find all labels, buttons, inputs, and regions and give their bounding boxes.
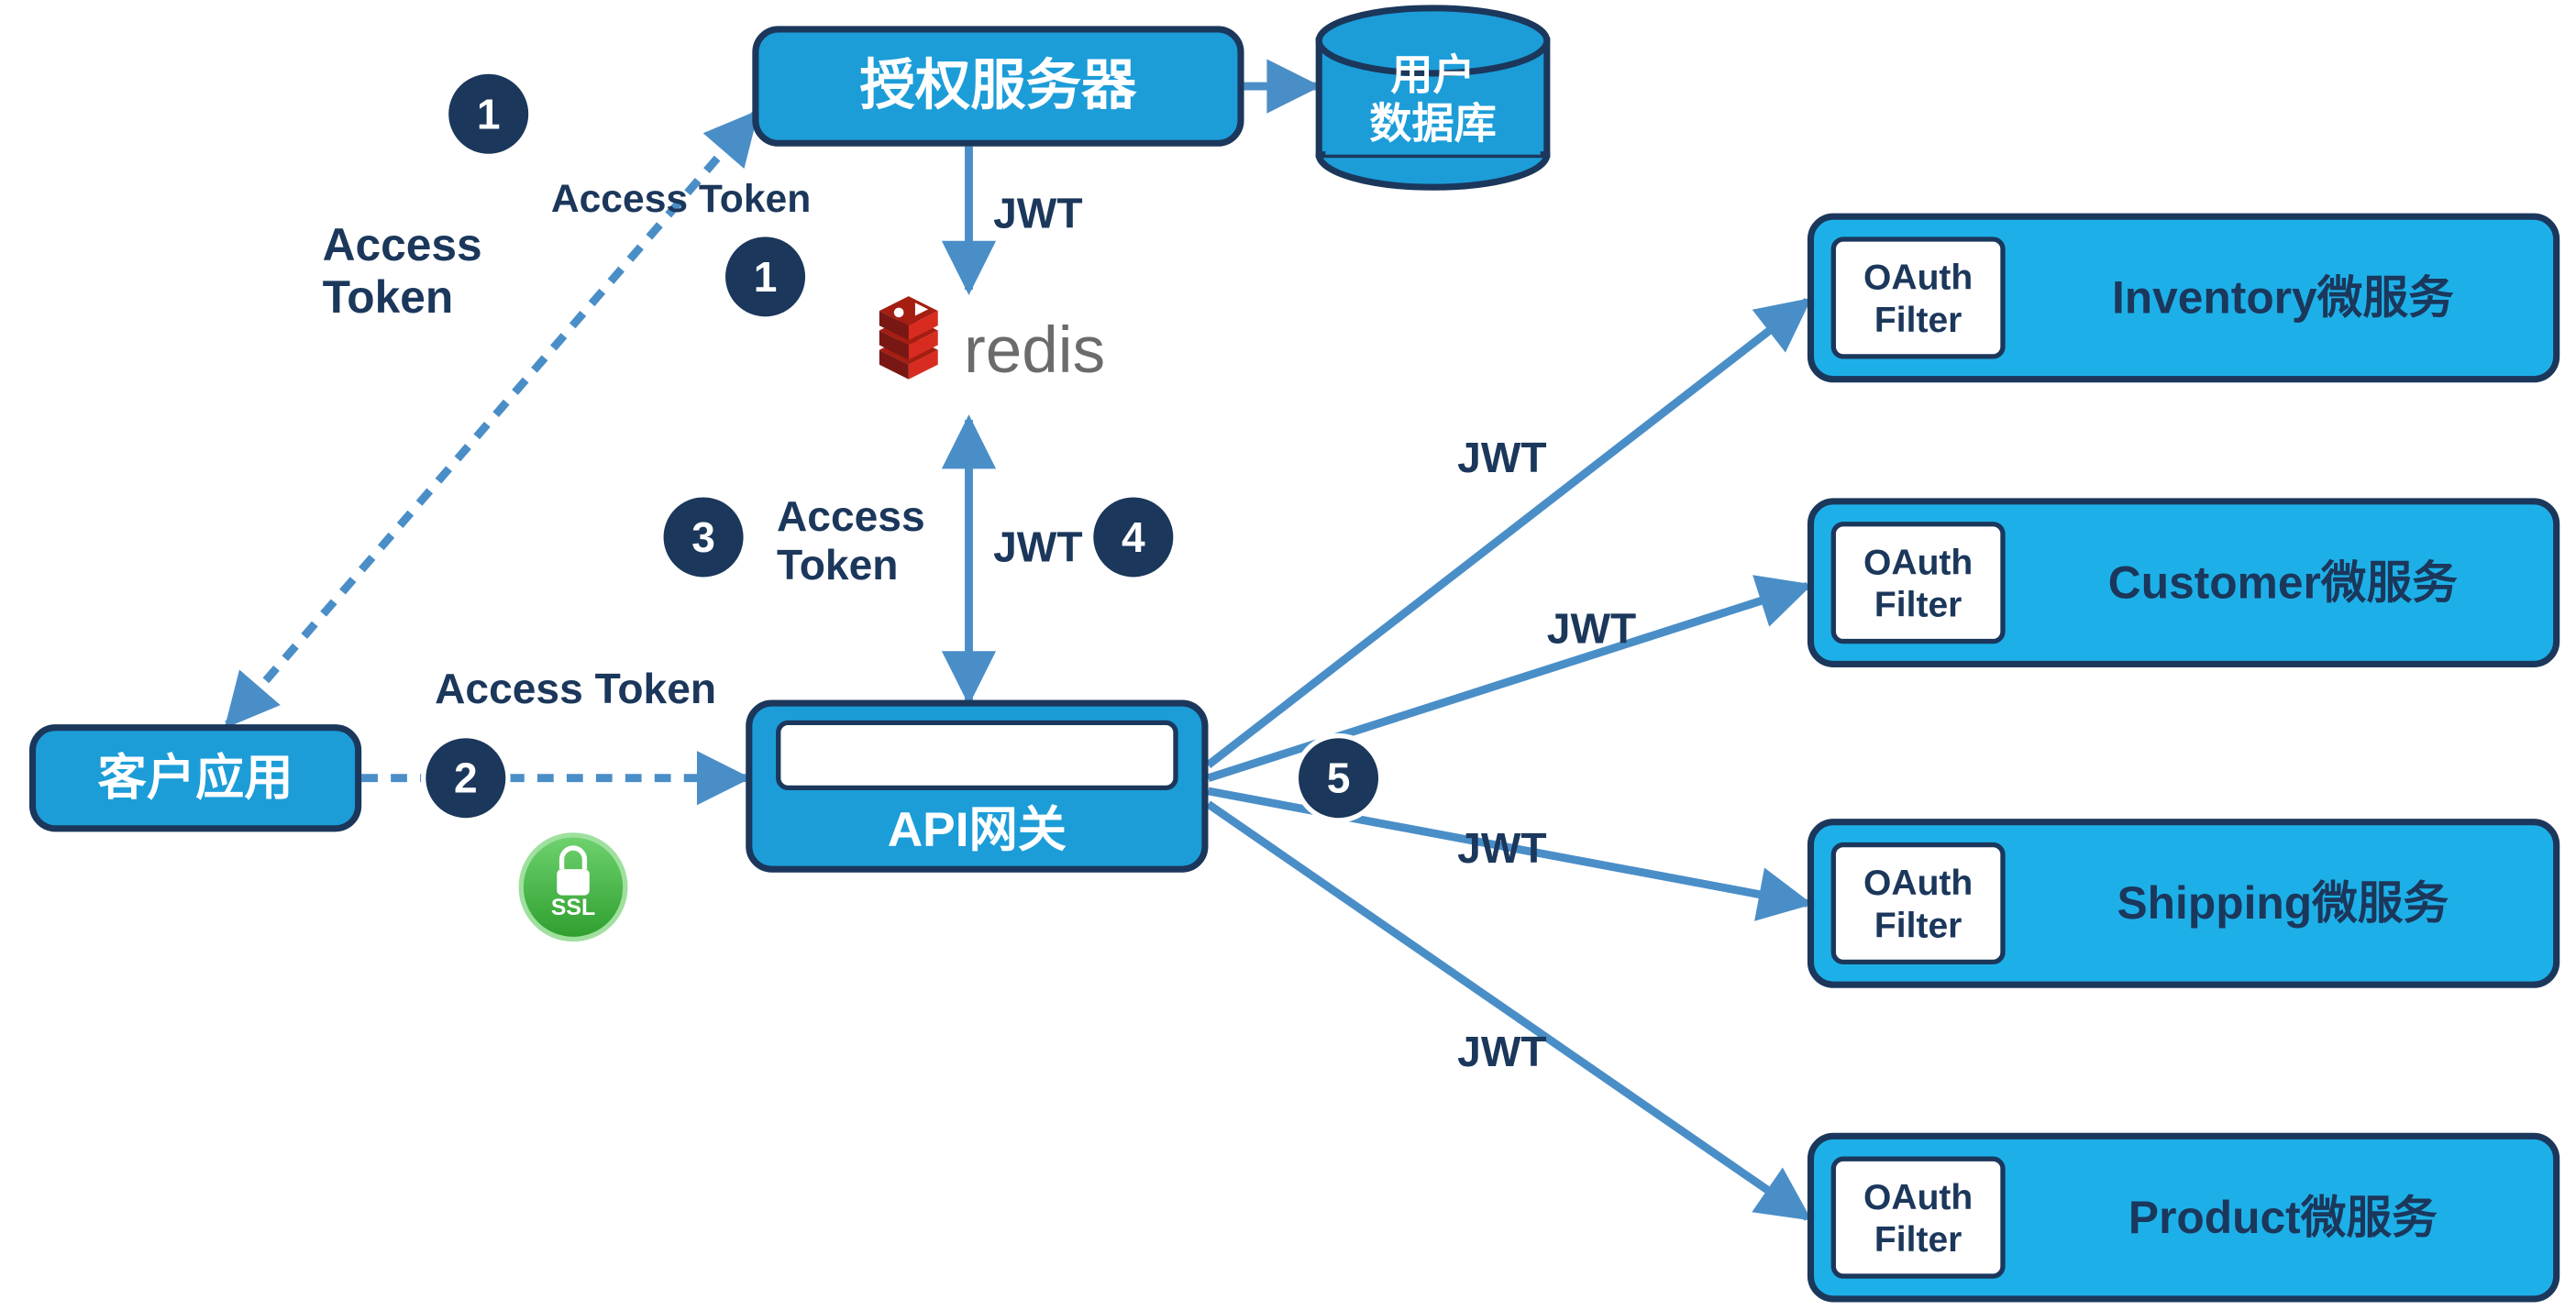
step-1a: 1 bbox=[447, 72, 531, 156]
node-auth-server: 授权服务器 bbox=[756, 29, 1241, 143]
svg-text:OAuth: OAuth bbox=[1863, 1178, 1973, 1217]
label-access-token-left-1: Access bbox=[323, 219, 482, 270]
step-1b: 1 bbox=[723, 235, 807, 319]
svg-text:1: 1 bbox=[754, 253, 778, 301]
step-2: 2 bbox=[424, 736, 508, 820]
ssl-badge: SSL bbox=[521, 835, 625, 940]
edge-gw-inventory bbox=[1208, 301, 1807, 765]
auth-server-label: 授权服务器 bbox=[860, 54, 1137, 116]
label-access-token-left-2: Token bbox=[323, 271, 454, 323]
service-shipping-label: Shipping微服务 bbox=[2117, 877, 2449, 929]
step-4: 4 bbox=[1091, 495, 1176, 579]
label-access-token-bottom: Access Token bbox=[435, 665, 716, 712]
svg-text:2: 2 bbox=[454, 754, 478, 802]
label-jwt-s1: JWT bbox=[1457, 434, 1546, 481]
svg-text:Filter: Filter bbox=[1874, 1220, 1962, 1260]
node-service-product: OAuth Filter Product微服务 bbox=[1810, 1136, 2556, 1299]
svg-text:3: 3 bbox=[691, 513, 715, 561]
svg-text:Filter: Filter bbox=[1874, 301, 1962, 340]
svg-text:OAuth: OAuth bbox=[1863, 259, 1973, 298]
service-product-label: Product微服务 bbox=[2128, 1192, 2438, 1243]
svg-text:4: 4 bbox=[1122, 513, 1145, 561]
label-jwt-top: JWT bbox=[993, 190, 1082, 237]
svg-text:Filter: Filter bbox=[1874, 906, 1962, 945]
svg-text:Filter: Filter bbox=[1874, 586, 1962, 625]
node-client-app: 客户应用 bbox=[33, 728, 359, 829]
label-jwt-s2: JWT bbox=[1547, 604, 1636, 652]
step-5: 5 bbox=[1296, 736, 1380, 820]
client-app-label: 客户应用 bbox=[98, 751, 293, 805]
svg-text:SSL: SSL bbox=[551, 896, 595, 920]
service-customer-label: Customer微服务 bbox=[2108, 556, 2458, 608]
node-service-customer: OAuth Filter Customer微服务 bbox=[1810, 501, 2556, 665]
node-user-db: 用户 数据库 bbox=[1319, 8, 1547, 187]
label-access-token-mid2-1: Access bbox=[777, 492, 925, 540]
node-redis: redis bbox=[879, 296, 1105, 387]
label-jwt-mid: JWT bbox=[993, 523, 1082, 571]
service-inventory-label: Inventory微服务 bbox=[2112, 272, 2454, 324]
user-db-label-1: 用户 bbox=[1390, 50, 1475, 98]
label-jwt-s3: JWT bbox=[1457, 824, 1546, 872]
user-db-label-2: 数据库 bbox=[1369, 100, 1496, 148]
svg-text:5: 5 bbox=[1327, 754, 1351, 802]
svg-text:OAuth: OAuth bbox=[1863, 543, 1973, 582]
node-api-gateway: OAuth Filter API网关 bbox=[749, 703, 1205, 869]
edge-gw-customer bbox=[1208, 586, 1807, 778]
svg-text:OAuth: OAuth bbox=[1863, 864, 1973, 903]
node-service-inventory: OAuth Filter Inventory微服务 bbox=[1810, 216, 2556, 380]
label-access-token-mid2-2: Token bbox=[777, 541, 899, 589]
node-service-shipping: OAuth Filter Shipping微服务 bbox=[1810, 822, 2556, 985]
label-access-token-mid: Access Token bbox=[551, 177, 811, 221]
api-gateway-label: API网关 bbox=[888, 803, 1067, 857]
label-jwt-s4: JWT bbox=[1457, 1028, 1546, 1075]
step-3: 3 bbox=[661, 495, 746, 579]
redis-label: redis bbox=[964, 314, 1105, 387]
svg-text:1: 1 bbox=[477, 90, 501, 138]
api-gateway-filter-label: OAuth Filter bbox=[855, 732, 1100, 779]
